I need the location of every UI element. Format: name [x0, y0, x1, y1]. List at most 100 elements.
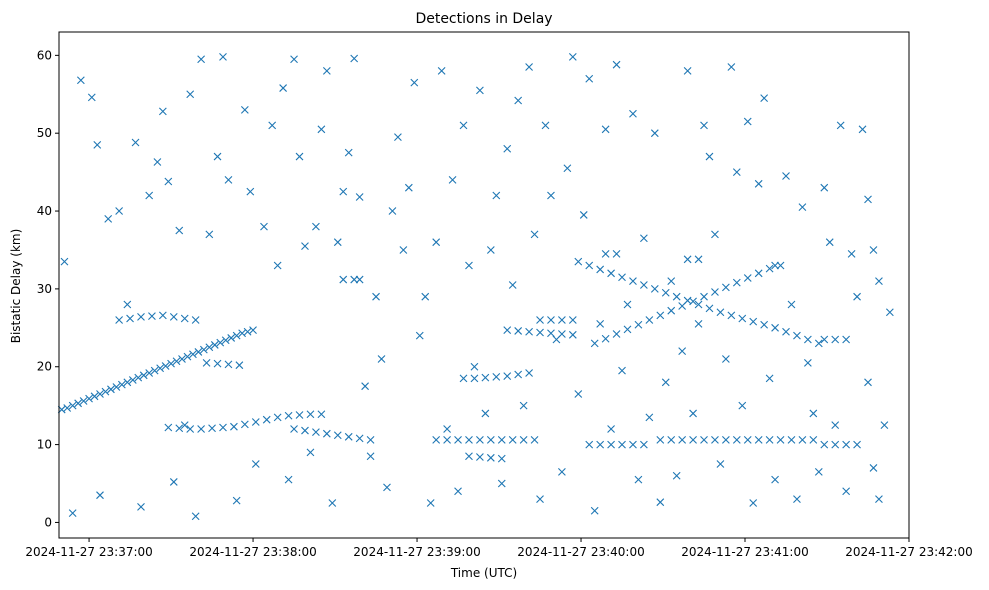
- data-point-marker: [249, 326, 257, 335]
- data-point-marker: [754, 179, 763, 188]
- x-axis-ticks: 2024-11-27 23:37:00 2024-11-27 23:38:00 20…: [25, 538, 973, 559]
- data-point-marker: [711, 436, 719, 444]
- data-point-marker: [776, 261, 785, 270]
- data-point-marker: [486, 436, 495, 444]
- data-point-marker: [164, 423, 173, 432]
- data-point-marker: [519, 401, 528, 410]
- data-point-marker: [618, 366, 626, 375]
- data-point-marker: [503, 326, 512, 335]
- data-point-marker: [213, 152, 222, 161]
- data-point-marker: [486, 246, 495, 254]
- data-point-marker: [148, 312, 156, 321]
- data-point-marker: [678, 347, 687, 356]
- data-point-marker: [842, 487, 851, 496]
- data-point-marker: [716, 460, 725, 468]
- data-point-marker: [227, 334, 236, 342]
- data-point-marker: [454, 487, 462, 496]
- data-point-marker: [853, 292, 861, 301]
- data-point-marker: [183, 352, 192, 361]
- data-point-marker: [96, 390, 104, 398]
- y-tick-label: 10: [37, 438, 52, 452]
- data-point-marker: [235, 361, 244, 370]
- data-point-marker: [301, 242, 309, 250]
- data-point-marker: [798, 203, 807, 212]
- data-point-marker: [689, 436, 697, 444]
- data-point-marker: [782, 327, 790, 336]
- data-point-marker: [322, 429, 331, 438]
- data-point-marker: [623, 325, 632, 334]
- data-point-marker: [536, 328, 544, 337]
- data-point-marker: [585, 440, 594, 449]
- data-point-marker: [683, 296, 692, 305]
- data-point-marker: [661, 288, 670, 297]
- data-point-marker: [178, 355, 186, 363]
- x-tick-label: 2024-11-27 23:42:00: [845, 545, 972, 559]
- data-point-marker: [394, 133, 402, 141]
- data-point-marker: [765, 374, 774, 383]
- data-point-marker: [858, 125, 867, 134]
- y-axis-ticks: 0 10 20 30 40 50 60: [37, 48, 59, 529]
- data-point-marker: [492, 372, 501, 381]
- data-point-marker: [656, 436, 665, 444]
- data-point-marker: [585, 74, 594, 83]
- data-point-marker: [350, 275, 359, 284]
- data-point-marker: [885, 308, 894, 317]
- data-point-marker: [765, 264, 774, 273]
- data-point-marker: [470, 362, 479, 371]
- data-point-marker: [754, 436, 763, 444]
- data-point-marker: [508, 281, 517, 289]
- data-point-marker: [366, 452, 375, 461]
- data-point-marker: [629, 277, 637, 285]
- data-point-marker: [716, 308, 725, 317]
- data-point-marker: [172, 357, 181, 366]
- x-tick-label: 2024-11-27 23:40:00: [517, 545, 644, 559]
- data-point-marker: [623, 300, 632, 309]
- data-point-marker: [880, 421, 889, 430]
- data-point-marker: [771, 475, 779, 484]
- data-point-marker: [180, 314, 189, 323]
- data-point-marker: [476, 453, 484, 461]
- data-point-marker: [333, 238, 342, 247]
- data-point-marker: [607, 425, 615, 433]
- data-point-marker: [776, 436, 785, 444]
- y-axis-label: Bistatic Delay (km): [9, 229, 23, 344]
- data-point-marker: [629, 440, 637, 449]
- data-point-marker: [205, 343, 214, 352]
- data-point-marker: [432, 238, 441, 247]
- data-point-marker: [189, 350, 197, 359]
- data-point-marker: [432, 436, 441, 444]
- data-point-marker: [612, 330, 621, 338]
- data-point-marker: [536, 316, 544, 324]
- data-point-marker: [689, 409, 697, 418]
- data-point-marker: [470, 374, 479, 383]
- x-tick-label: 2024-11-27 23:41:00: [681, 545, 808, 559]
- data-point-marker: [465, 452, 473, 461]
- data-point-marker: [150, 366, 159, 375]
- data-point-marker: [243, 327, 252, 336]
- data-point-marker: [842, 440, 851, 449]
- data-point-marker: [803, 358, 812, 367]
- data-point-marker: [60, 257, 69, 266]
- data-point-marker: [175, 226, 184, 235]
- data-point-marker: [683, 67, 692, 75]
- data-point-marker: [645, 316, 654, 324]
- data-point-marker: [568, 53, 577, 61]
- data-point-marker: [197, 55, 206, 64]
- data-point-marker: [864, 378, 872, 387]
- data-point-marker: [787, 436, 796, 444]
- data-point-marker: [793, 331, 801, 340]
- data-point-marker: [732, 278, 741, 287]
- data-point-marker: [639, 234, 648, 243]
- data-point-marker: [711, 230, 719, 239]
- data-point-marker: [333, 431, 342, 440]
- chart-title: Detections in Delay: [415, 11, 552, 27]
- data-point-marker: [481, 409, 490, 418]
- data-point-marker: [273, 261, 282, 270]
- data-point-marker: [85, 394, 93, 403]
- data-point-marker: [443, 425, 451, 433]
- data-point-marker: [260, 222, 268, 231]
- data-point-marker: [232, 496, 241, 505]
- data-point-marker: [191, 512, 200, 521]
- data-point-marker: [306, 410, 315, 419]
- data-point-marker: [273, 413, 282, 422]
